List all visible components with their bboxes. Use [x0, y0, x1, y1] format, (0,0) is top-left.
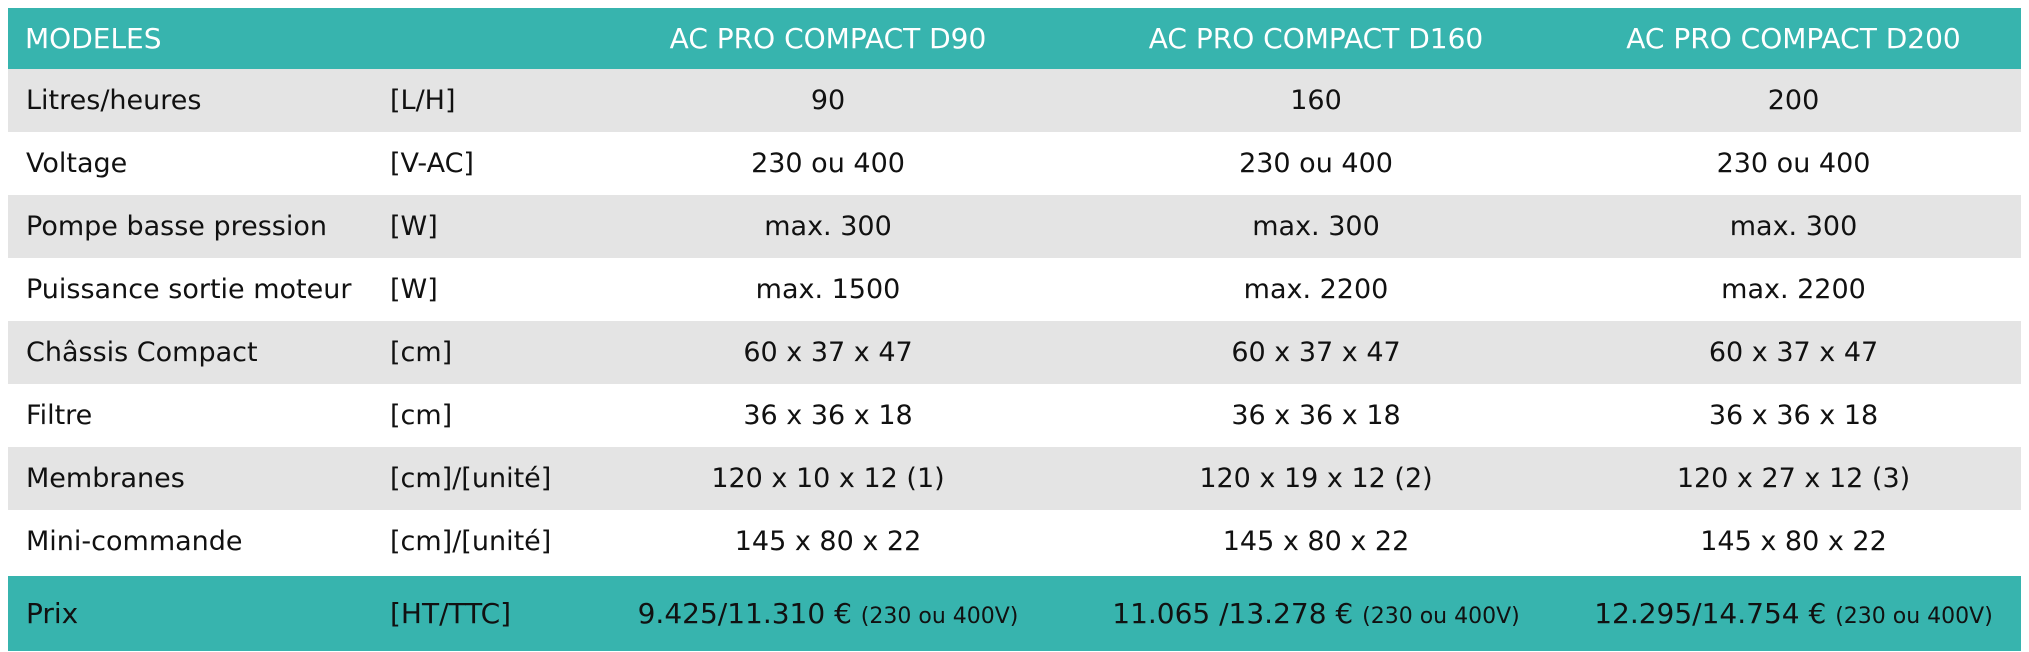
- table-row: Litres/heures [L/H] 90 160 200: [8, 69, 2021, 132]
- header-model-d200: AC PRO COMPACT D200: [1626, 22, 1961, 55]
- row-value: 160: [1290, 85, 1342, 116]
- price-note: (230 ou 400V): [860, 604, 1019, 629]
- row-unit: [V-AC]: [390, 148, 474, 179]
- row-value: 230 ou 400: [751, 148, 905, 179]
- price-value: 11.065 /13.278 € (230 ou 400V): [1066, 597, 1566, 630]
- row-label: Pompe basse pression: [26, 211, 328, 242]
- row-value: 120 x 10 x 12 (1): [711, 463, 945, 494]
- row-unit: [cm]: [390, 337, 453, 368]
- table-row: Voltage [V-AC] 230 ou 400 230 ou 400 230…: [8, 132, 2021, 195]
- row-value: max. 1500: [755, 274, 901, 305]
- spec-table: MODELES AC PRO COMPACT D90 AC PRO COMPAC…: [8, 8, 2021, 651]
- row-value: 36 x 36 x 18: [1708, 400, 1879, 431]
- row-value: 230 ou 400: [1716, 148, 1871, 179]
- price-note: (230 ou 400V): [1362, 604, 1520, 629]
- table-row: Puissance sortie moteur [W] max. 1500 ma…: [8, 258, 2021, 321]
- table-row: Filtre [cm] 36 x 36 x 18 36 x 36 x 18 36…: [8, 384, 2021, 447]
- row-unit: [cm]/[unité]: [390, 526, 552, 557]
- header-model-d160: AC PRO COMPACT D160: [1148, 22, 1484, 55]
- table-row: Châssis Compact [cm] 60 x 37 x 47 60 x 3…: [8, 321, 2021, 384]
- table-row: Mini-commande [cm]/[unité] 145 x 80 x 22…: [8, 510, 2021, 573]
- row-label: Membranes: [26, 463, 185, 494]
- header-models-label: MODELES: [25, 22, 162, 55]
- row-value: max. 300: [1252, 211, 1380, 242]
- row-value: max. 2200: [1243, 274, 1389, 305]
- row-label: Filtre: [26, 400, 93, 431]
- row-value: 145 x 80 x 22: [734, 526, 922, 557]
- price-note: (230 ou 400V): [1835, 604, 1993, 629]
- row-unit: [W]: [390, 211, 438, 242]
- header-model-d90: AC PRO COMPACT D90: [669, 22, 987, 55]
- row-value: 60 x 37 x 47: [743, 337, 913, 368]
- table-header: MODELES AC PRO COMPACT D90 AC PRO COMPAC…: [8, 8, 2021, 69]
- price-main: 12.295/14.754 €: [1594, 597, 1827, 630]
- row-value: max. 300: [764, 211, 892, 242]
- row-value: 60 x 37 x 47: [1708, 337, 1879, 368]
- row-label: Litres/heures: [26, 85, 202, 116]
- price-value: 12.295/14.754 € (230 ou 400V): [1566, 597, 2021, 630]
- row-label: Voltage: [26, 148, 128, 179]
- row-value: max. 2200: [1721, 274, 1866, 305]
- price-main: 9.425/11.310 €: [637, 597, 852, 630]
- row-unit: [W]: [390, 274, 438, 305]
- price-main: 11.065 /13.278 €: [1112, 597, 1354, 630]
- table-row: Pompe basse pression [W] max. 300 max. 3…: [8, 195, 2021, 258]
- row-value: 230 ou 400: [1239, 148, 1393, 179]
- row-value: 120 x 27 x 12 (3): [1676, 463, 1911, 494]
- row-value: 36 x 36 x 18: [1231, 400, 1401, 431]
- row-value: 200: [1767, 85, 1820, 116]
- row-unit: [cm]/[unité]: [390, 463, 552, 494]
- row-unit: [L/H]: [390, 85, 456, 116]
- row-value: 90: [810, 85, 846, 116]
- row-value: max. 300: [1729, 211, 1858, 242]
- price-row: Prix [HT/TTC] 9.425/11.310 € (230 ou 400…: [8, 576, 2021, 651]
- row-label: Mini-commande: [26, 526, 243, 557]
- price-label: Prix: [26, 597, 79, 630]
- price-unit: [HT/TTC]: [390, 597, 512, 630]
- row-value: 36 x 36 x 18: [743, 400, 913, 431]
- row-label: Puissance sortie moteur: [26, 274, 352, 305]
- row-value: 60 x 37 x 47: [1231, 337, 1401, 368]
- table-row: Membranes [cm]/[unité] 120 x 10 x 12 (1)…: [8, 447, 2021, 510]
- row-label: Châssis Compact: [26, 337, 258, 368]
- row-unit: [cm]: [390, 400, 453, 431]
- price-value: 9.425/11.310 € (230 ou 400V): [590, 597, 1066, 630]
- row-value: 145 x 80 x 22: [1700, 526, 1887, 557]
- row-value: 145 x 80 x 22: [1222, 526, 1410, 557]
- row-value: 120 x 19 x 12 (2): [1199, 463, 1433, 494]
